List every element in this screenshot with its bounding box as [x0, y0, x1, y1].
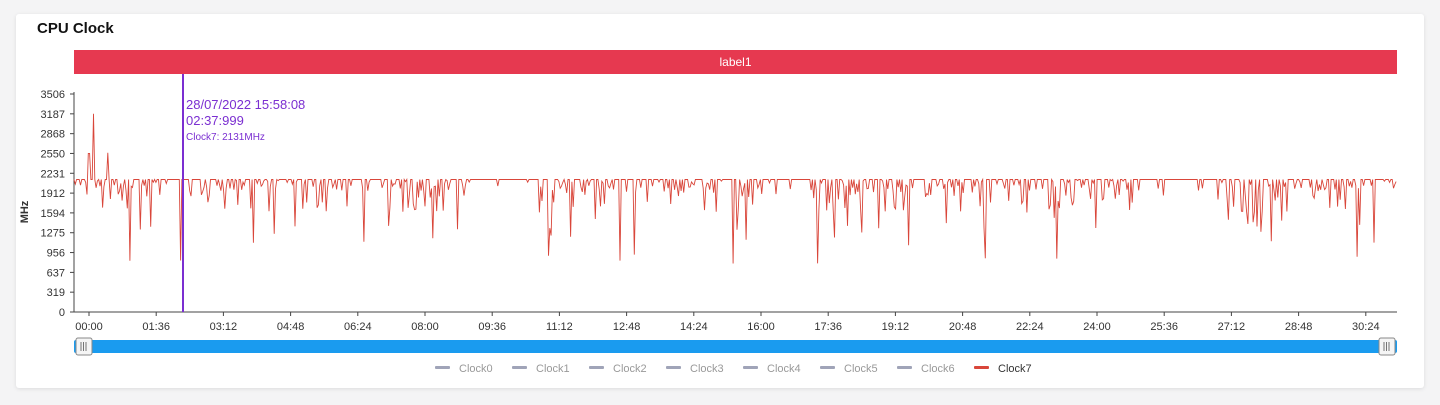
y-tick-label: 2231 [41, 168, 65, 180]
cursor-elapsed: 02:37:999 [186, 113, 244, 128]
x-tick-label: 06:24 [344, 321, 372, 333]
legend-swatch-clock5[interactable] [820, 366, 835, 369]
x-tick-label: 14:24 [680, 321, 708, 333]
x-tick-label: 01:36 [142, 321, 170, 333]
x-tick-label: 04:48 [277, 321, 305, 333]
y-tick-label: 2550 [41, 148, 65, 160]
x-tick-label: 08:00 [411, 321, 439, 333]
cursor-readout: Clock7: 2131MHz [186, 132, 265, 143]
legend-item-clock3[interactable]: Clock3 [690, 363, 724, 375]
x-tick-label: 03:12 [210, 321, 238, 333]
y-tick-label: 0 [59, 307, 65, 319]
legend-swatch-clock2[interactable] [589, 366, 604, 369]
y-tick-label: 1594 [41, 208, 65, 220]
x-tick-label: 11:12 [546, 321, 573, 333]
x-tick-label: 09:36 [478, 321, 506, 333]
y-tick-label: 956 [47, 248, 65, 260]
x-tick-label: 27:12 [1218, 321, 1246, 333]
x-tick-label: 17:36 [814, 321, 842, 333]
x-tick-label: 22:24 [1016, 321, 1044, 333]
legend-swatch-clock4[interactable] [743, 366, 758, 369]
y-tick-label: 3187 [41, 109, 65, 121]
x-tick-label: 19:12 [882, 321, 910, 333]
legend-item-clock6[interactable]: Clock6 [921, 363, 955, 375]
label-band [74, 50, 1397, 74]
legend-item-clock0[interactable]: Clock0 [459, 363, 493, 375]
legend-item-clock4[interactable]: Clock4 [767, 363, 801, 375]
x-tick-label: 20:48 [949, 321, 977, 333]
legend-item-clock2[interactable]: Clock2 [613, 363, 647, 375]
label-band-text: label1 [719, 55, 751, 69]
x-tick-label: 00:00 [75, 321, 103, 333]
legend-swatch-clock3[interactable] [666, 366, 681, 369]
legend-swatch-clock1[interactable] [512, 366, 527, 369]
y-tick-label: 1275 [41, 228, 65, 240]
chart-title: CPU Clock [37, 20, 114, 37]
legend-swatch-clock7[interactable] [974, 366, 989, 369]
cursor-datetime: 28/07/2022 15:58:08 [186, 97, 305, 112]
x-tick-label: 12:48 [613, 321, 641, 333]
y-tick-label: 2868 [41, 129, 65, 141]
legend-item-clock5[interactable]: Clock5 [844, 363, 878, 375]
y-tick-label: 3506 [41, 89, 65, 101]
x-tick-label: 16:00 [747, 321, 775, 333]
y-tick-label: 1912 [41, 188, 65, 200]
x-tick-label: 28:48 [1285, 321, 1313, 333]
y-tick-label: 319 [47, 287, 65, 299]
x-tick-label: 25:36 [1150, 321, 1178, 333]
legend-item-clock7[interactable]: Clock7 [998, 363, 1032, 375]
y-axis-label: MHz [19, 200, 31, 223]
series-clock7-line [73, 113, 1397, 264]
legend-swatch-clock6[interactable] [897, 366, 912, 369]
zoom-handle-left[interactable] [75, 337, 93, 356]
zoom-range-fill[interactable] [74, 340, 1397, 353]
zoom-handle-right[interactable] [1378, 337, 1396, 356]
y-tick-label: 637 [47, 267, 65, 279]
legend-swatch-clock0[interactable] [435, 366, 450, 369]
x-tick-label: 30:24 [1352, 321, 1380, 333]
x-tick-label: 24:00 [1083, 321, 1111, 333]
legend-item-clock1[interactable]: Clock1 [536, 363, 570, 375]
